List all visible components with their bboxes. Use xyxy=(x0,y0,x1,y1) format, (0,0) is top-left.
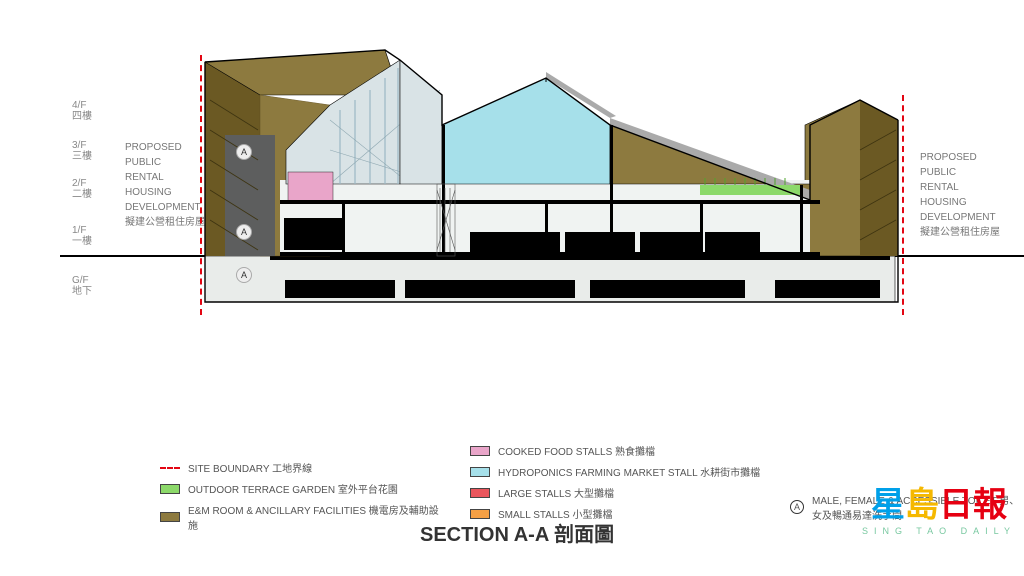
swatch-icon xyxy=(470,488,490,498)
toilet-marker: A xyxy=(236,224,252,240)
swatch-icon xyxy=(470,467,490,477)
legend-item: COOKED FOOD STALLS 熟食攤檔 xyxy=(470,443,770,458)
dash-icon xyxy=(160,467,180,469)
legend-label: HYDROPONICS FARMING MARKET STALL 水耕街市攤檔 xyxy=(498,464,760,479)
swatch-icon xyxy=(470,509,490,519)
legend-left: SITE BOUNDARY 工地界線 OUTDOOR TERRACE GARDE… xyxy=(160,460,440,538)
legend-label: LARGE STALLS 大型攤檔 xyxy=(498,485,614,500)
swatch-icon xyxy=(470,446,490,456)
legend-item: OUTDOOR TERRACE GARDEN 室外平台花園 xyxy=(160,481,440,496)
section-drawing: 4/F四樓 3/F三樓 2/F二樓 1/F一樓 G/F地下 PROPOSED P… xyxy=(0,0,1024,330)
site-boundary-left xyxy=(200,55,202,315)
watermark-en: SING TAO DAILY xyxy=(862,526,1016,536)
watermark-cn: 星島日報 xyxy=(862,477,1016,526)
legend-item: E&M ROOM & ANCILLARY FACILITIES 機電房及輔助設施 xyxy=(160,502,440,532)
legend-label: OUTDOOR TERRACE GARDEN 室外平台花園 xyxy=(188,481,398,496)
legend-item: HYDROPONICS FARMING MARKET STALL 水耕街市攤檔 xyxy=(470,464,770,479)
building-svg xyxy=(0,0,1024,320)
toilet-marker: A xyxy=(236,144,252,160)
watermark: 星島日報 SING TAO DAILY xyxy=(862,477,1016,536)
swatch-icon xyxy=(160,484,180,494)
legend-label: COOKED FOOD STALLS 熟食攤檔 xyxy=(498,443,655,458)
legend-label: SITE BOUNDARY 工地界線 xyxy=(188,460,312,475)
site-boundary-right xyxy=(902,95,904,315)
circle-a-icon: A xyxy=(790,500,804,514)
legend-right: COOKED FOOD STALLS 熟食攤檔 HYDROPONICS FARM… xyxy=(470,443,770,527)
toilet-marker: A xyxy=(236,267,252,283)
swatch-icon xyxy=(160,512,180,522)
legend-item: LARGE STALLS 大型攤檔 xyxy=(470,485,770,500)
section-title: SECTION A-A 剖面圖 xyxy=(420,518,614,547)
legend-label: E&M ROOM & ANCILLARY FACILITIES 機電房及輔助設施 xyxy=(188,502,440,532)
legend-item: SITE BOUNDARY 工地界線 xyxy=(160,460,440,475)
